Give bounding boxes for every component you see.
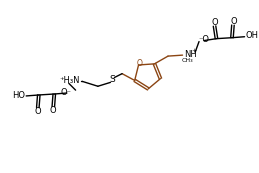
Text: S: S bbox=[110, 75, 115, 84]
Text: ⁻O: ⁻O bbox=[198, 35, 209, 44]
Text: O: O bbox=[34, 107, 41, 116]
Text: HO: HO bbox=[12, 92, 25, 101]
Text: ⁺H₃N: ⁺H₃N bbox=[60, 76, 81, 85]
Text: OH: OH bbox=[246, 31, 258, 40]
Text: O: O bbox=[231, 17, 237, 26]
Text: NH: NH bbox=[184, 50, 197, 59]
Text: O: O bbox=[211, 18, 218, 27]
Text: CH₃: CH₃ bbox=[182, 58, 193, 63]
Text: O⁻: O⁻ bbox=[61, 88, 72, 97]
Text: O: O bbox=[50, 106, 57, 115]
Text: +: + bbox=[191, 48, 196, 53]
Text: O: O bbox=[136, 58, 142, 67]
